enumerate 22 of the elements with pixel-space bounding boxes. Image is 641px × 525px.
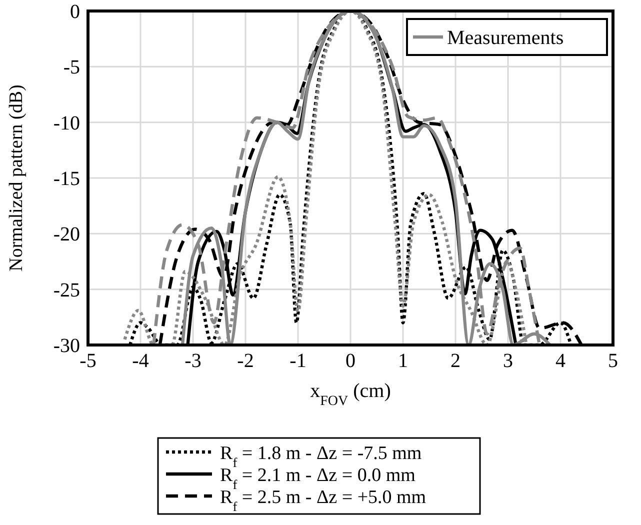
x-tick-label: -2 bbox=[237, 350, 254, 372]
x-tick-label: -3 bbox=[184, 350, 202, 372]
x-axis-title: x$_{FOV}$ (cm) bbox=[310, 380, 391, 408]
x-tick-label: -5 bbox=[80, 350, 96, 372]
text: R$_{f}$ = 1.8 m - Δz = -7.5 mm bbox=[220, 443, 422, 470]
x-tick-label: 4 bbox=[556, 350, 566, 372]
y-tick-label: -5 bbox=[63, 56, 80, 79]
x-tick-label: 0 bbox=[346, 350, 356, 372]
y-tick-label: -10 bbox=[53, 112, 80, 134]
legend-label: Measurements bbox=[447, 27, 564, 49]
x-tick-label: -1 bbox=[290, 350, 306, 372]
y-tick-label: 0 bbox=[70, 1, 80, 23]
y-axis-title: Normalized pattern (dB) bbox=[6, 84, 27, 272]
x-tick-label: 1 bbox=[398, 350, 408, 372]
x-tick-label: -4 bbox=[132, 350, 149, 372]
y-tick-label: -25 bbox=[53, 279, 80, 302]
x-tick-label: 5 bbox=[608, 350, 618, 372]
y-tick-label: -30 bbox=[53, 335, 80, 357]
y-tick-label: -15 bbox=[53, 168, 80, 190]
y-tick-label: -20 bbox=[53, 224, 80, 246]
x-tick-label: 2 bbox=[450, 350, 460, 372]
x-tick-label: 3 bbox=[503, 350, 513, 372]
